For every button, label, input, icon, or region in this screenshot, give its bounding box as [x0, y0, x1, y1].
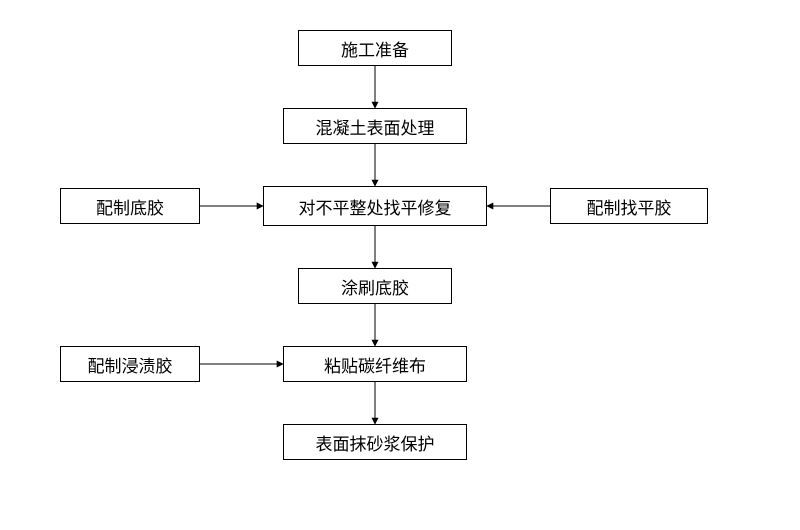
flowchart-node-label: 混凝土表面处理	[316, 114, 435, 139]
flowchart-node-s2: 配制找平胶	[550, 188, 708, 224]
flowchart-canvas: 施工准备混凝土表面处理对不平整处找平修复涂刷底胶粘贴碳纤维布表面抹砂浆保护 配制底…	[0, 0, 800, 530]
flowchart-node-n6: 表面抹砂浆保护	[283, 424, 467, 460]
flowchart-node-label: 表面抹砂浆保护	[316, 430, 435, 455]
flowchart-node-n2: 混凝土表面处理	[283, 108, 467, 144]
flowchart-node-label: 配制找平胶	[587, 194, 672, 219]
flowchart-node-s3: 配制浸渍胶	[60, 346, 200, 382]
flowchart-node-label: 涂刷底胶	[341, 274, 409, 299]
flowchart-node-label: 施工准备	[341, 36, 409, 61]
flowchart-node-label: 配制浸渍胶	[88, 352, 173, 377]
flowchart-node-s1: 配制底胶	[60, 188, 200, 224]
flowchart-node-label: 配制底胶	[96, 194, 164, 219]
flowchart-node-n4: 涂刷底胶	[298, 268, 452, 304]
flowchart-node-n5: 粘贴碳纤维布	[283, 346, 467, 382]
flowchart-node-label: 粘贴碳纤维布	[324, 352, 426, 377]
flowchart-node-n1: 施工准备	[298, 30, 452, 66]
flowchart-node-n3: 对不平整处找平修复	[263, 186, 487, 226]
flowchart-node-label: 对不平整处找平修复	[299, 194, 452, 219]
